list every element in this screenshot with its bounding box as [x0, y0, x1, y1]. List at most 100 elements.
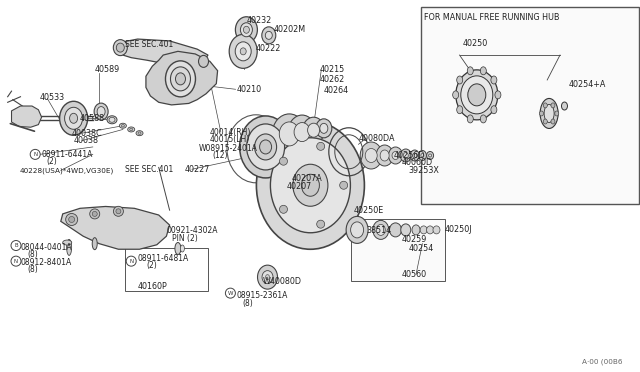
Ellipse shape — [433, 226, 440, 234]
Text: 40215: 40215 — [319, 65, 344, 74]
Circle shape — [11, 241, 21, 250]
Ellipse shape — [67, 239, 72, 256]
Ellipse shape — [236, 17, 257, 43]
Ellipse shape — [316, 119, 332, 138]
Text: 40227: 40227 — [184, 165, 210, 174]
Ellipse shape — [376, 224, 385, 235]
Ellipse shape — [427, 151, 433, 160]
Ellipse shape — [392, 151, 399, 160]
Ellipse shape — [293, 164, 328, 206]
Text: 40232: 40232 — [246, 16, 271, 25]
Text: (12): (12) — [212, 151, 228, 160]
Text: N: N — [14, 259, 18, 264]
Ellipse shape — [429, 154, 431, 157]
Polygon shape — [61, 206, 170, 249]
Ellipse shape — [456, 70, 498, 120]
Text: (2): (2) — [146, 262, 157, 270]
Text: 40038C: 40038C — [72, 129, 102, 138]
Ellipse shape — [257, 121, 364, 249]
Ellipse shape — [198, 55, 209, 67]
Text: W40080D: W40080D — [262, 278, 301, 286]
Circle shape — [90, 209, 100, 219]
Ellipse shape — [467, 67, 473, 75]
Ellipse shape — [427, 226, 433, 234]
Ellipse shape — [243, 26, 250, 33]
Ellipse shape — [540, 99, 558, 128]
Ellipse shape — [113, 39, 127, 56]
Ellipse shape — [561, 102, 568, 110]
Text: 08911-6441A: 08911-6441A — [42, 150, 93, 159]
Ellipse shape — [308, 123, 319, 137]
Polygon shape — [146, 51, 218, 105]
Ellipse shape — [260, 140, 271, 154]
Text: 08915-2361A: 08915-2361A — [237, 291, 288, 300]
Ellipse shape — [351, 222, 364, 238]
Ellipse shape — [236, 42, 252, 61]
Circle shape — [92, 211, 97, 217]
Text: 40250J: 40250J — [445, 225, 472, 234]
Ellipse shape — [372, 220, 388, 240]
Ellipse shape — [241, 23, 252, 37]
Ellipse shape — [360, 142, 382, 169]
Ellipse shape — [400, 149, 412, 162]
Ellipse shape — [419, 151, 426, 160]
Ellipse shape — [544, 105, 554, 122]
Text: SEE SEC.401: SEE SEC.401 — [125, 165, 173, 174]
Circle shape — [66, 214, 77, 225]
Ellipse shape — [412, 225, 420, 235]
Ellipse shape — [262, 271, 273, 283]
Ellipse shape — [376, 145, 393, 166]
Text: 40588: 40588 — [80, 114, 105, 123]
Text: 40262: 40262 — [319, 76, 344, 84]
Ellipse shape — [138, 132, 141, 134]
Ellipse shape — [468, 84, 486, 106]
Ellipse shape — [97, 107, 105, 116]
Ellipse shape — [461, 76, 493, 114]
Text: A·00 (00B6: A·00 (00B6 — [582, 358, 622, 365]
Text: 40015(LH): 40015(LH) — [210, 135, 250, 144]
Circle shape — [116, 209, 121, 214]
Text: B: B — [14, 243, 18, 248]
Text: 38514: 38514 — [366, 226, 392, 235]
Ellipse shape — [229, 34, 257, 68]
Text: PIN (2): PIN (2) — [172, 234, 197, 243]
Ellipse shape — [288, 115, 316, 149]
Text: 40256D: 40256D — [394, 151, 425, 160]
Ellipse shape — [491, 106, 497, 114]
Text: (8): (8) — [27, 250, 38, 259]
Text: 08912-8401A: 08912-8401A — [20, 258, 72, 267]
Ellipse shape — [272, 114, 307, 154]
Circle shape — [280, 205, 287, 213]
Text: 40207: 40207 — [287, 182, 312, 190]
Ellipse shape — [60, 101, 88, 135]
Ellipse shape — [270, 138, 350, 233]
Ellipse shape — [279, 122, 300, 146]
Text: 39253X: 39253X — [408, 166, 439, 175]
Ellipse shape — [452, 91, 459, 99]
Ellipse shape — [420, 226, 427, 234]
Text: 40228(USA)*4WD,VG30E): 40228(USA)*4WD,VG30E) — [19, 167, 113, 174]
Ellipse shape — [303, 117, 324, 143]
Ellipse shape — [255, 134, 276, 160]
Ellipse shape — [421, 154, 424, 157]
Bar — [421, 7, 639, 204]
Text: 40560: 40560 — [402, 270, 427, 279]
Polygon shape — [118, 39, 208, 65]
Text: 40250: 40250 — [462, 39, 488, 48]
Ellipse shape — [122, 125, 124, 127]
Circle shape — [126, 256, 136, 266]
Bar — [125, 248, 208, 291]
Ellipse shape — [491, 76, 497, 84]
Ellipse shape — [240, 48, 246, 55]
Text: (8): (8) — [242, 299, 253, 308]
Ellipse shape — [320, 124, 328, 133]
Text: 40533: 40533 — [40, 93, 65, 102]
Ellipse shape — [457, 106, 463, 114]
Text: 00921-4302A: 00921-4302A — [166, 226, 218, 235]
Text: 40254: 40254 — [408, 244, 433, 253]
Ellipse shape — [166, 61, 195, 97]
Text: 40254+A: 40254+A — [568, 80, 605, 89]
Ellipse shape — [495, 91, 501, 99]
Ellipse shape — [92, 238, 97, 250]
Ellipse shape — [65, 107, 83, 129]
